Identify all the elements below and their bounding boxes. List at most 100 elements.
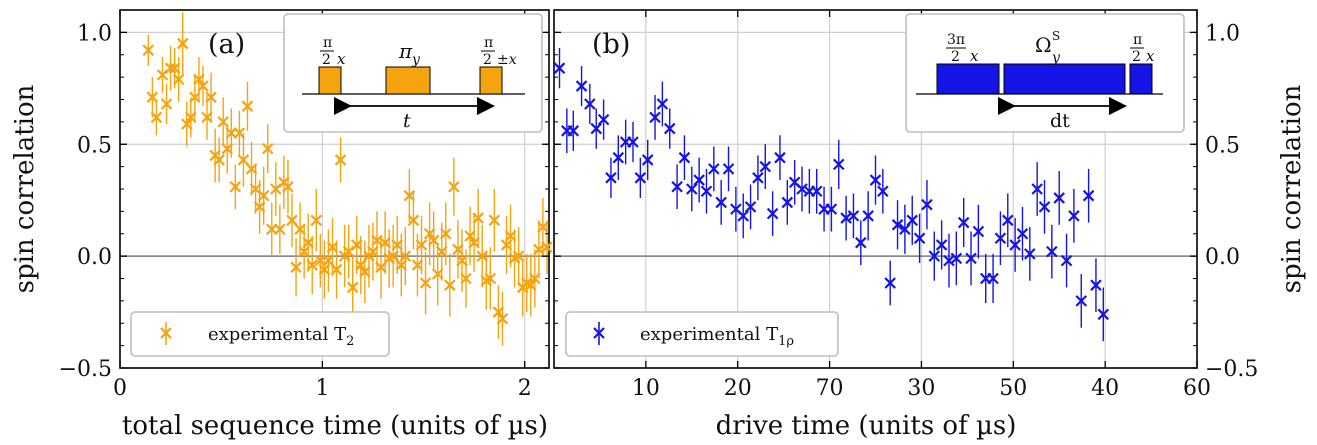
x-tick-label: 1 — [315, 376, 329, 401]
y-tick-label: 0.0 — [77, 245, 112, 270]
data-point — [302, 236, 314, 249]
data-point — [375, 261, 387, 274]
data-point — [476, 250, 488, 262]
data-point — [752, 172, 764, 184]
data-point — [274, 223, 286, 236]
data-point — [678, 151, 691, 164]
panel-b-legend: experimental T1ρ — [565, 311, 839, 357]
data-point — [512, 250, 525, 262]
panel-b-label: (b) — [592, 29, 630, 60]
data-point — [427, 234, 440, 247]
data-point — [722, 163, 735, 175]
data-point — [825, 203, 838, 215]
data-point — [399, 250, 412, 262]
data-point — [553, 62, 566, 74]
x-tick-label: 50 — [999, 376, 1027, 401]
data-point — [298, 245, 310, 258]
data-point — [496, 312, 509, 325]
data-point — [205, 91, 217, 104]
data-point — [282, 180, 294, 193]
data-point — [253, 201, 266, 213]
data-point — [590, 122, 603, 135]
data-point — [306, 259, 319, 271]
data-point — [150, 111, 163, 124]
data-point — [290, 261, 302, 274]
data-point — [537, 221, 549, 233]
y-tick-label: −0.5 — [59, 357, 112, 382]
y-tick-label: 0.5 — [77, 133, 112, 158]
panel-b-ticks: 10 20 70 30 50 40 60−0.5 0.0 0.5 1.0 — [554, 9, 1258, 401]
data-point — [172, 73, 185, 86]
data-point — [160, 98, 173, 110]
data-point — [708, 163, 720, 175]
data-point — [193, 73, 205, 86]
data-point — [1075, 295, 1088, 307]
data-point — [855, 236, 867, 249]
data-point — [371, 234, 383, 247]
data-point — [744, 201, 757, 213]
data-point — [294, 223, 306, 236]
data-point — [330, 263, 343, 276]
data-point — [869, 174, 882, 186]
data-point — [612, 151, 625, 164]
data-point — [671, 180, 683, 193]
svg-text:y: y — [1051, 50, 1061, 66]
svg-text:π: π — [1133, 32, 1142, 48]
left-y-axis-label: spin correlation — [10, 84, 40, 293]
data-point — [913, 232, 926, 245]
data-point — [456, 254, 468, 267]
data-point — [334, 154, 347, 166]
data-point — [359, 266, 371, 278]
data-point — [663, 122, 676, 135]
data-point — [641, 154, 654, 166]
y-tick-label: 1.0 — [77, 21, 112, 46]
x-tick-label: 2 — [518, 376, 532, 401]
data-point — [935, 239, 948, 251]
data-point — [759, 160, 772, 173]
data-point — [403, 189, 416, 202]
y-tick-label-right: −0.5 — [1205, 357, 1258, 382]
panel-a-inset: π 2 x π y π 2 ±x t — [283, 13, 543, 133]
data-point — [492, 306, 505, 318]
data-point — [737, 210, 750, 222]
x-tick-label: 30 — [907, 376, 935, 401]
data-point — [1060, 254, 1073, 267]
data-point — [168, 62, 181, 74]
svg-text:2: 2 — [322, 52, 331, 68]
data-point — [605, 172, 617, 184]
data-point — [656, 98, 669, 110]
x-tick-label: 60 — [1183, 376, 1211, 401]
data-point — [1090, 279, 1102, 291]
data-point — [1068, 210, 1080, 222]
data-point — [994, 232, 1007, 245]
data-point — [229, 180, 242, 193]
data-point — [221, 142, 234, 155]
y-tick-label-right: 1.0 — [1205, 21, 1240, 46]
data-point — [906, 214, 919, 227]
svg-text:π: π — [398, 39, 413, 63]
data-point — [700, 185, 713, 198]
x-tick-label: 70 — [816, 376, 844, 401]
panel-a-legend-label: experimental T2 — [208, 324, 354, 349]
data-point — [774, 151, 786, 164]
svg-text:2: 2 — [1132, 49, 1141, 65]
data-point — [286, 214, 298, 227]
panel-b-inset: 3π 2 x Ω S y π 2 x dt — [905, 13, 1185, 133]
data-point — [877, 185, 889, 198]
data-point — [634, 172, 647, 184]
panel-b-series — [553, 48, 1110, 342]
svg-text:x: x — [970, 47, 979, 65]
data-point — [1024, 248, 1036, 260]
data-point — [423, 227, 436, 240]
svg-text:x: x — [337, 50, 346, 68]
x-tick-label: 10 — [632, 376, 660, 401]
data-point — [1009, 239, 1021, 251]
data-point — [584, 98, 596, 110]
data-point — [965, 252, 977, 265]
data-point — [1038, 201, 1051, 213]
data-point — [597, 113, 610, 126]
data-point — [245, 163, 258, 175]
svg-text:x: x — [1146, 47, 1155, 65]
data-point — [431, 268, 444, 280]
